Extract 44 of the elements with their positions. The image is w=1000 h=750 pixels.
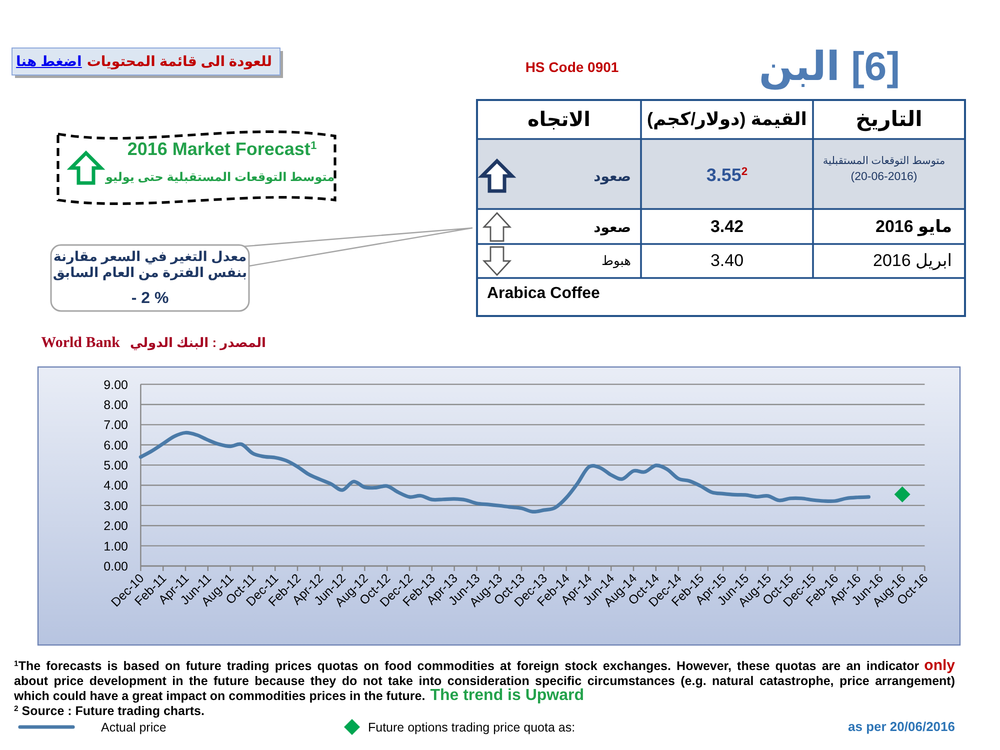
text: المصدر : البنك الدولي [130, 335, 266, 351]
text: - 2 % [131, 289, 169, 309]
text: HS Code 0901 [525, 58, 619, 76]
text: (20-06-2016) [850, 171, 918, 185]
text: $^{1}$The forecasts is based on future trading prices quotas on food commodities at foreign stock exchanges. However, these quotas are an indicator [14, 658, 920, 674]
y-tick-label: 4.00 [104, 478, 128, 493]
text: about price development in the future because they do not take into consideration specific circumstances (e.g. natural catastrophe, price arrangement) [14, 674, 955, 688]
y-tick-label: 0.00 [104, 560, 128, 574]
text: World Bank [41, 334, 120, 352]
text: which could have a great impact on commodities prices in the future. [14, 689, 426, 704]
text: 3.40 [710, 250, 744, 272]
text: 3.42 [710, 216, 744, 238]
text: هبوط [601, 253, 631, 269]
legend-label: Future options trading price quota as: [368, 720, 576, 734]
text: اضغط هنا [16, 52, 82, 70]
legend-label: Actual price [101, 720, 166, 734]
y-tick-label: 1.00 [104, 539, 128, 554]
text: للعودة الى قائمة المحتويات [86, 52, 272, 70]
text: صعود [594, 168, 631, 184]
text: The trend is Upward [430, 687, 584, 706]
text: ابريل 2016 [873, 250, 952, 272]
text: Arabica Coffee [487, 284, 600, 304]
text: $^{2}$ Source : Future trading charts. [14, 703, 204, 718]
text: القيمة (دولار/كجم) [647, 109, 807, 131]
text: 2016 Market Forecast$^{1}$ [127, 139, 317, 161]
text: as per 20/06/2016 [848, 719, 955, 735]
text: [6] البن [758, 44, 900, 91]
y-tick-label: 7.00 [104, 418, 128, 432]
y-tick-label: 6.00 [104, 438, 128, 452]
text: 3.55$^{2}$ [706, 165, 748, 187]
line-series [138, 430, 870, 514]
text: معدل التغير في السعر مقارنة بنفس الفترة من العام السابق [52, 248, 248, 282]
text: only [924, 657, 955, 675]
text: صعود [594, 218, 631, 236]
text: متوسط التوقعات المستقبلية [822, 154, 946, 168]
text: التاريخ [856, 107, 922, 133]
text: متوسط التوقعات المستقبلية حتى يوليو [105, 170, 335, 184]
text: مايو 2016 [875, 216, 952, 238]
y-tick-label: 3.00 [104, 498, 128, 513]
y-tick-label: 5.00 [104, 458, 128, 473]
y-tick-label: 8.00 [104, 398, 128, 412]
text: الاتجاه [528, 108, 590, 132]
y-tick-label: 9.00 [104, 378, 128, 392]
y-tick-label: 2.00 [104, 519, 128, 534]
